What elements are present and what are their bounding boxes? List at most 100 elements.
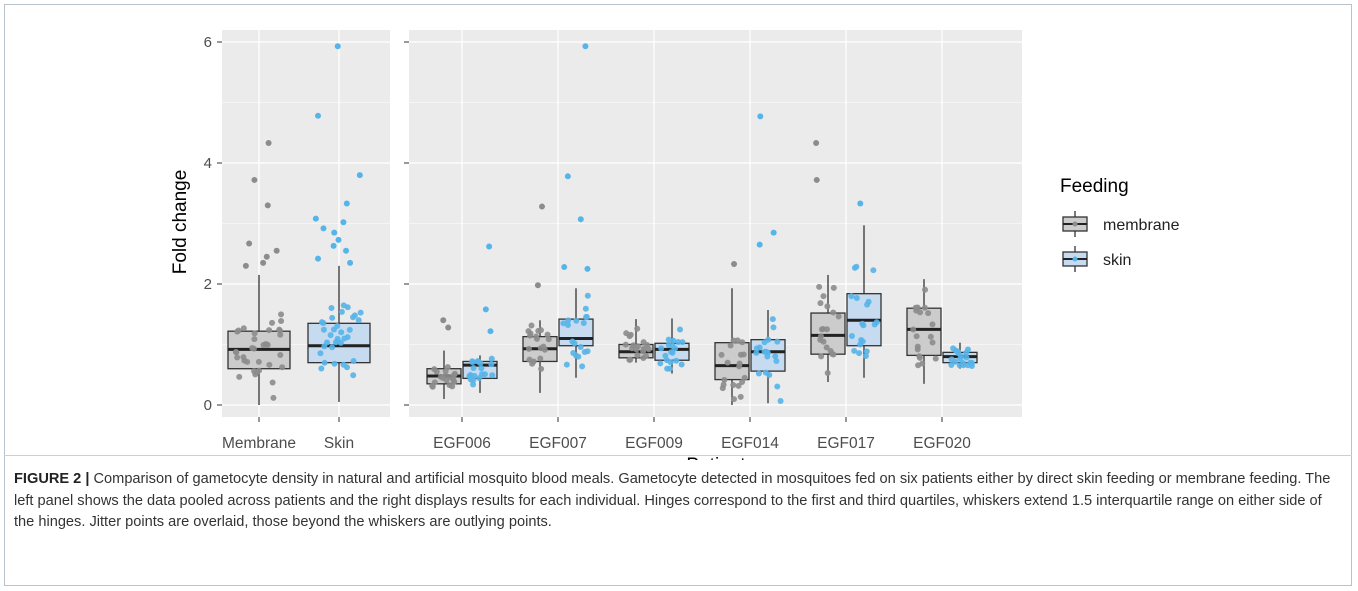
egf014-membrane-jitter-point [741, 374, 748, 381]
pooled-membrane-jitter-point [236, 373, 243, 380]
egf007-skin-jitter-point [581, 349, 588, 356]
egf017-skin-jitter-point [856, 350, 863, 357]
egf017-skin-jitter-point [848, 293, 855, 300]
egf009-membrane-jitter-point [640, 345, 647, 352]
pooled-membrane-jitter-point [234, 354, 241, 361]
pooled-skin-jitter-point [357, 309, 364, 316]
pooled-membrane-jitter-point [276, 327, 283, 334]
pooled-skin-jitter-point [350, 372, 357, 379]
egf017-membrane-jitter-point [830, 284, 837, 291]
egf017-skin-jitter-point [853, 294, 860, 301]
egf017-membrane-jitter-point [824, 303, 831, 310]
egf020-skin-jitter-point [963, 354, 970, 361]
caption-divider [4, 455, 1352, 456]
y-tick-label: 0 [204, 397, 212, 414]
pooled-membrane-outlier-point [242, 262, 249, 269]
pooled-membrane-jitter-point [270, 394, 277, 401]
egf007-membrane-jitter-point [538, 365, 545, 372]
egf009-membrane-jitter-point [645, 346, 652, 353]
y-tick-label: 4 [204, 155, 212, 172]
egf006-membrane-jitter-point [449, 383, 456, 390]
egf007-membrane-jitter-point [528, 322, 535, 329]
pooled-membrane-jitter-point [278, 317, 285, 324]
egf007-membrane-jitter-point [545, 336, 552, 343]
pooled-skin-jitter-point [318, 365, 325, 372]
egf009-skin-jitter-point [670, 337, 677, 344]
x-tick-label: Skin [324, 435, 354, 452]
egf017-membrane-outlier-point [813, 140, 820, 147]
egf006-membrane-jitter-point [429, 383, 436, 390]
pooled-skin-jitter-point [344, 304, 351, 311]
pooled-skin-jitter-point [329, 344, 336, 351]
pooled-skin-outlier-point [347, 259, 354, 266]
pooled-skin-jitter-point [350, 357, 357, 364]
egf009-membrane-jitter-point [634, 352, 641, 359]
egf007-skin-jitter-point [582, 305, 589, 312]
x-tick-label: Membrane [222, 435, 296, 452]
pooled-membrane-jitter-point [233, 349, 240, 356]
egf020-skin-jitter-point [968, 363, 975, 370]
pooled-skin-jitter-point [338, 329, 345, 336]
egf014-skin-jitter-point [772, 353, 779, 360]
egf009-skin-jitter-point [663, 357, 670, 364]
pooled-skin-jitter-point [329, 314, 336, 321]
egf006-membrane-jitter-point [444, 364, 451, 371]
pooled-skin-jitter-point [324, 339, 331, 346]
egf006-membrane-jitter-point [442, 372, 449, 379]
egf020-skin-jitter-point [950, 345, 957, 352]
egf006-membrane-jitter-point [451, 378, 458, 385]
pooled-skin-outlier-point [340, 219, 347, 226]
egf009-skin-jitter-point [665, 341, 672, 348]
egf017-skin-outlier-point [857, 200, 864, 207]
pooled-skin-outlier-point [330, 242, 337, 249]
egf014-skin-jitter-point [777, 397, 784, 404]
egf014-membrane-jitter-point [730, 381, 737, 388]
egf014-skin-jitter-point [765, 336, 772, 343]
egf007-skin-jitter-point [565, 317, 572, 324]
x-tick-label: EGF020 [913, 435, 971, 452]
legend-key-dot [1072, 256, 1078, 262]
egf017-skin-jitter-point [862, 352, 869, 359]
egf020-skin-jitter-point [952, 358, 959, 365]
egf007-skin-outlier-point [561, 264, 568, 271]
egf020-skin-jitter-point [957, 355, 964, 362]
pooled-membrane-jitter-point [235, 327, 242, 334]
pooled-skin-outlier-point [335, 236, 342, 243]
egf020-membrane-jitter-point [913, 307, 920, 314]
pooled-skin-jitter-point [340, 361, 347, 368]
per-patient-panel: EGF006 EGF007 EGF009 EGF014 EGF017 EGF020 [404, 30, 1022, 452]
egf014-skin-jitter-point [762, 369, 769, 376]
egf006-skin-jitter-point [474, 358, 481, 365]
egf014-membrane-jitter-point [735, 382, 742, 389]
pooled-membrane-outlier-point [260, 259, 267, 266]
legend-item-label: membrane [1103, 217, 1180, 234]
egf006-skin-jitter-point [470, 364, 477, 371]
pooled-skin-jitter-point [331, 360, 338, 367]
egf007-membrane-jitter-point [537, 355, 544, 362]
pooled-skin-jitter-point [320, 326, 327, 333]
x-tick-label: EGF009 [625, 435, 683, 452]
egf017-membrane-jitter-point [817, 336, 824, 343]
egf006-membrane-jitter-point [431, 366, 438, 373]
egf007-membrane-jitter-point [537, 327, 544, 334]
egf014-membrane-box [714, 342, 750, 381]
pooled-membrane-outlier-point [265, 140, 272, 147]
pooled-membrane-outlier-point [263, 253, 270, 260]
pooled-skin-jitter-point [334, 335, 341, 342]
egf007-skin-jitter-point [583, 313, 590, 320]
egf017-skin-jitter-point [848, 332, 855, 339]
egf007-membrane-jitter-point [540, 343, 547, 350]
egf017-skin-jitter-point [871, 321, 878, 328]
pooled-membrane-jitter-point [266, 361, 273, 368]
pooled-membrane-outlier-point [273, 247, 280, 254]
pooled-skin-outlier-point [343, 247, 350, 254]
egf007-membrane-jitter-point [525, 345, 532, 352]
egf020-membrane-jitter-point [921, 304, 928, 311]
egf007-skin-jitter-point [579, 363, 586, 370]
pooled-skin-outlier-point [315, 255, 322, 262]
pooled-skin-outlier-point [312, 215, 319, 222]
pooled-membrane-outlier-point [264, 202, 271, 209]
legend-title: Feeding [1060, 176, 1129, 197]
pooled-skin-outlier-point [320, 225, 327, 232]
egf017-skin-jitter-point [851, 347, 858, 354]
